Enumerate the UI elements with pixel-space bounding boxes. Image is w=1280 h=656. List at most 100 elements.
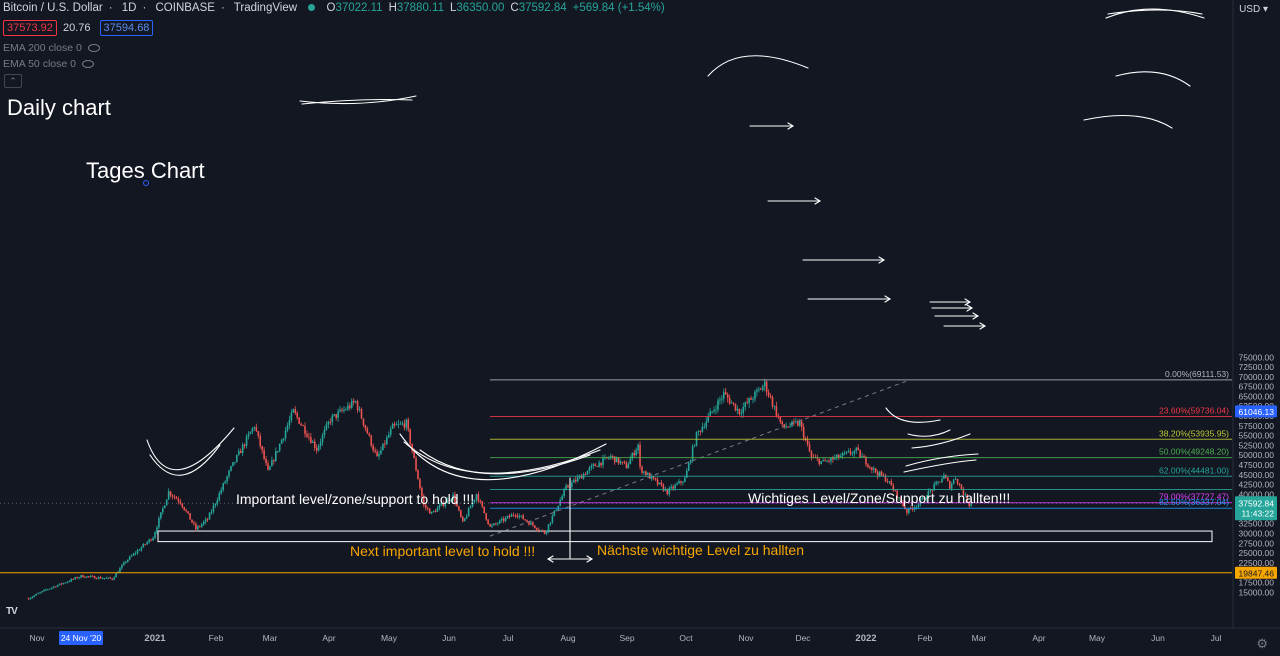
candle-body bbox=[271, 460, 273, 467]
drawn-curve bbox=[707, 55, 809, 77]
fib-level-label: 38.20%(53935.95) bbox=[1159, 428, 1229, 438]
candle-body bbox=[274, 451, 277, 462]
candle-body bbox=[693, 445, 696, 447]
candle-body bbox=[906, 509, 908, 513]
candle-body bbox=[576, 477, 579, 482]
candle-body bbox=[481, 501, 484, 507]
candle-body bbox=[465, 516, 468, 519]
time-tick-label: Jul bbox=[503, 633, 514, 643]
candle-body bbox=[417, 470, 419, 480]
candle-body bbox=[160, 512, 162, 519]
candle-body bbox=[715, 409, 717, 411]
candle-body bbox=[543, 530, 546, 534]
candle-body bbox=[598, 462, 600, 467]
time-tick-label: May bbox=[1089, 633, 1106, 643]
candle-body bbox=[563, 489, 565, 497]
candle-body bbox=[430, 511, 433, 514]
candle-body bbox=[391, 423, 394, 429]
candle-body bbox=[623, 461, 626, 463]
candle-body bbox=[619, 461, 622, 464]
drawn-curve bbox=[299, 95, 417, 105]
time-tick-label: Aug bbox=[560, 633, 575, 643]
chart-settings-gear-icon[interactable]: ⚙ bbox=[1256, 636, 1268, 651]
candle-body bbox=[302, 425, 304, 427]
drawn-arrow-head bbox=[878, 256, 886, 264]
sell-price-button[interactable]: 37573.92 bbox=[3, 20, 57, 36]
candle-body bbox=[861, 456, 863, 457]
price-tick-label: 52500.00 bbox=[1239, 440, 1275, 450]
candle-body bbox=[72, 579, 75, 580]
price-tick-label: 25000.00 bbox=[1239, 548, 1275, 558]
candle-body bbox=[479, 501, 482, 502]
candle-body bbox=[329, 422, 332, 423]
candle-body bbox=[282, 438, 285, 440]
candle-body bbox=[765, 381, 768, 393]
candle-body bbox=[156, 527, 158, 533]
candle-body bbox=[689, 460, 692, 463]
candle-body bbox=[175, 497, 178, 499]
candle-body bbox=[210, 511, 213, 513]
drawn-arrow-head bbox=[972, 312, 980, 320]
candle-body bbox=[456, 503, 458, 507]
currency-selector[interactable]: USD ▾ bbox=[1239, 4, 1268, 15]
symbol-title[interactable]: Bitcoin / U.S. Dollar bbox=[3, 2, 103, 14]
candle-body bbox=[921, 497, 924, 500]
candle-body bbox=[483, 506, 486, 514]
candle-body bbox=[761, 386, 764, 390]
candle-body bbox=[787, 426, 789, 428]
candle-body bbox=[878, 471, 881, 476]
candle-body bbox=[327, 422, 330, 425]
candle-body bbox=[68, 581, 71, 583]
candle-body bbox=[450, 499, 452, 501]
candle-body bbox=[898, 497, 900, 499]
drawn-curve bbox=[903, 459, 977, 473]
interval-label[interactable]: 1D bbox=[121, 2, 137, 14]
candle-body bbox=[123, 562, 125, 566]
candle-body bbox=[695, 431, 698, 446]
candle-body bbox=[360, 409, 363, 419]
candle-body bbox=[300, 423, 302, 426]
eye-icon[interactable] bbox=[87, 44, 100, 53]
indicator-ema-200[interactable]: EMA 200 close 0 bbox=[3, 42, 100, 54]
candle-body bbox=[380, 450, 382, 454]
candle-body bbox=[189, 513, 191, 520]
candle-body bbox=[78, 577, 80, 579]
ohlc-values: O37022.11 H37880.11 L36350.00 C37592.84 +569… bbox=[326, 2, 665, 14]
candle-body bbox=[33, 595, 36, 597]
candle-body bbox=[800, 421, 803, 427]
candle-body bbox=[249, 431, 252, 435]
candle-body bbox=[541, 530, 544, 531]
candle-body bbox=[74, 577, 76, 580]
fib-level-label: 62.00%(44481.00) bbox=[1159, 465, 1229, 475]
candle-body bbox=[798, 421, 801, 426]
indicator-ema-50[interactable]: EMA 50 close 0 bbox=[3, 58, 94, 70]
price-tick-label: 15000.00 bbox=[1239, 587, 1275, 597]
candle-body bbox=[779, 416, 782, 422]
price-tick-label: 45000.00 bbox=[1239, 470, 1275, 480]
candle-body bbox=[859, 449, 861, 457]
candle-body bbox=[399, 423, 402, 425]
candle-body bbox=[284, 430, 287, 439]
candle-body bbox=[853, 450, 856, 454]
candle-body bbox=[199, 526, 201, 528]
candle-body bbox=[904, 506, 906, 510]
buy-price-button[interactable]: 37594.68 bbox=[99, 20, 154, 36]
candle-body bbox=[200, 524, 203, 527]
fib-level-label: 82.50%(36337.04) bbox=[1159, 497, 1229, 507]
time-tick-label: 2022 bbox=[855, 633, 876, 644]
candle-body bbox=[627, 464, 630, 469]
eye-icon[interactable] bbox=[81, 60, 94, 69]
candle-body bbox=[504, 517, 507, 521]
next-support-price-tag bbox=[1235, 566, 1277, 579]
candle-body bbox=[631, 452, 634, 459]
candle-body bbox=[458, 506, 460, 511]
candle-body bbox=[534, 525, 536, 529]
collapse-legend-button[interactable]: ⌃ bbox=[4, 74, 22, 88]
candle-body bbox=[436, 508, 439, 512]
candle-body bbox=[717, 400, 719, 410]
candle-body bbox=[364, 425, 367, 429]
candle-body bbox=[613, 456, 616, 463]
candle-body bbox=[734, 403, 737, 411]
candle-body bbox=[126, 559, 129, 562]
